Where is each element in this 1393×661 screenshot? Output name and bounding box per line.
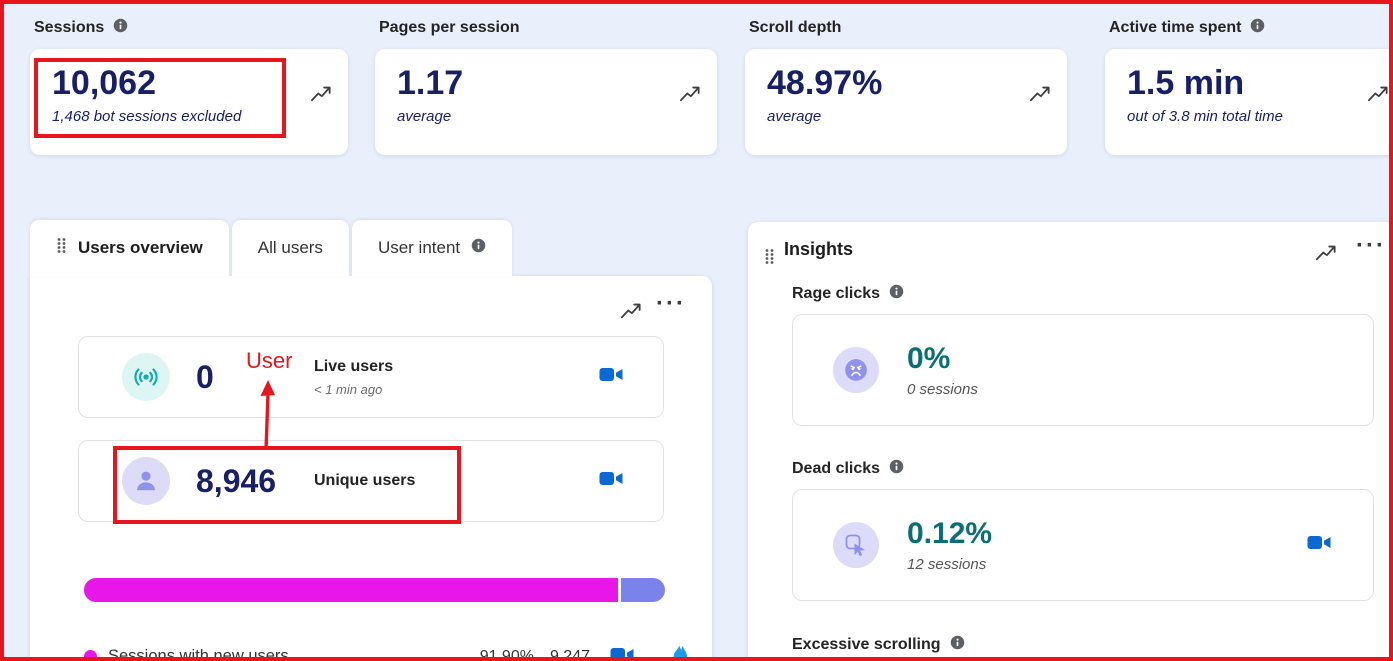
active-time-value: 1.5 min — [1127, 64, 1245, 102]
unique-users-label: Unique users — [314, 472, 416, 489]
info-icon[interactable] — [889, 284, 904, 304]
rage-clicks-label: Rage clicks — [792, 285, 881, 302]
trend-chart-icon[interactable] — [1029, 83, 1051, 108]
tab-label: User intent — [377, 238, 461, 257]
insights-title: Insights — [784, 239, 854, 259]
sessions-card[interactable]: 10,062 1,468 bot sessions excluded — [30, 49, 348, 155]
drag-handle-icon[interactable] — [764, 248, 775, 270]
metric-scroll-depth: Scroll depth 48.97% average — [745, 18, 1067, 155]
rage-clicks-icon — [833, 347, 879, 393]
legend-count: 9,247 — [549, 647, 590, 661]
dead-clicks-stats: 0.12% 12 sessions — [907, 517, 992, 573]
dead-clicks-card: 0.12% 12 sessions — [792, 489, 1374, 601]
scroll-card[interactable]: 48.97% average — [745, 49, 1067, 155]
dead-clicks-value: 0.12% — [907, 517, 993, 550]
active-time-subtitle: out of 3.8 min total time — [1127, 108, 1283, 126]
heatmap-flame-icon[interactable] — [668, 641, 690, 657]
active-time-title: Active time spent — [1109, 19, 1242, 36]
users-tabs: Users overview All users User intent — [30, 220, 513, 276]
scroll-value: 48.97% — [767, 64, 883, 102]
sessions-distribution-bar — [84, 578, 665, 602]
excessive-scrolling-label: Excessive scrolling — [792, 636, 941, 653]
video-recordings-icon[interactable] — [610, 646, 634, 657]
video-recordings-icon[interactable] — [599, 470, 623, 492]
sessions-returning-users-segment — [620, 578, 665, 602]
info-icon[interactable] — [889, 459, 904, 479]
metric-sessions: Sessions 10,062 1,468 bot sessions exclu… — [30, 18, 348, 155]
unique-users-row: 8,946 Unique users — [78, 440, 664, 522]
video-recordings-icon[interactable] — [1307, 534, 1331, 556]
sessions-value: 10,062 — [52, 64, 156, 102]
trend-chart-icon[interactable] — [1315, 242, 1337, 267]
metric-title-row: Scroll depth — [749, 18, 1067, 38]
live-users-row: 0 Live users < 1 min ago — [78, 336, 664, 418]
legend-percent: 91.90% — [479, 647, 534, 661]
users-overview-panel: ··· 0 Live users < 1 min ago 8,946 Uniqu… — [30, 276, 712, 661]
excessive-scrolling-label-row: Excessive scrolling — [792, 635, 965, 655]
magenta-legend-dot — [84, 650, 97, 657]
dead-clicks-sessions: 12 sessions — [907, 556, 987, 573]
tab-users-overview[interactable]: Users overview — [30, 220, 229, 276]
tab-label: Users overview — [78, 238, 203, 257]
tab-user-intent[interactable]: User intent — [351, 220, 513, 276]
tab-all-users[interactable]: All users — [231, 220, 349, 276]
live-users-icon — [122, 353, 170, 401]
active-time-card[interactable]: 1.5 min out of 3.8 min total time — [1105, 49, 1389, 155]
dead-clicks-label: Dead clicks — [792, 460, 881, 477]
sessions-subtitle: 1,468 bot sessions excluded — [52, 108, 242, 126]
tab-label: All users — [257, 238, 323, 257]
info-icon[interactable] — [471, 238, 486, 258]
dead-clicks-label-row: Dead clicks — [792, 459, 904, 479]
unique-users-icon — [122, 457, 170, 505]
rage-clicks-stats: 0% 0 sessions — [907, 342, 978, 398]
live-users-label: Live users — [314, 357, 394, 375]
scroll-subtitle: average — [767, 108, 822, 126]
sessions-new-users-segment — [84, 578, 618, 602]
sessions-legend-row: Sessions with new users 91.90% 9,247 — [84, 641, 690, 661]
more-options-icon[interactable]: ··· — [656, 290, 686, 317]
live-users-value: 0 — [196, 358, 214, 395]
trend-chart-icon[interactable] — [679, 83, 701, 108]
trend-chart-icon[interactable] — [310, 83, 332, 108]
live-users-sublabel: < 1 min ago — [314, 381, 383, 397]
trend-chart-icon[interactable] — [1367, 83, 1389, 108]
video-recordings-icon[interactable] — [599, 366, 623, 388]
info-icon[interactable] — [1250, 18, 1265, 38]
scroll-title: Scroll depth — [749, 19, 842, 36]
pages-value: 1.17 — [397, 64, 464, 102]
more-options-icon[interactable]: ··· — [1356, 232, 1386, 259]
sessions-title: Sessions — [34, 19, 105, 36]
metric-title-row: Pages per session — [379, 18, 717, 38]
unique-users-labels: Unique users — [314, 472, 415, 490]
rage-clicks-sessions: 0 sessions — [907, 381, 978, 398]
pages-subtitle: average — [397, 108, 452, 126]
info-icon[interactable] — [950, 635, 965, 655]
pages-card[interactable]: 1.17 average — [375, 49, 717, 155]
info-icon[interactable] — [113, 18, 128, 38]
unique-users-value: 8,946 — [196, 462, 277, 499]
dead-clicks-icon — [833, 522, 879, 568]
rage-clicks-label-row: Rage clicks — [792, 284, 904, 304]
metric-pages-per-session: Pages per session 1.17 average — [375, 18, 717, 155]
rage-clicks-card: 0% 0 sessions — [792, 314, 1374, 426]
metric-title-row: Sessions — [34, 18, 348, 38]
legend-label: Sessions with new users — [108, 647, 289, 661]
live-users-labels: Live users < 1 min ago — [314, 358, 393, 397]
pages-title: Pages per session — [379, 19, 520, 36]
rage-clicks-value: 0% — [907, 342, 951, 375]
insights-panel: Insights ··· Rage clicks 0% 0 sessions D… — [748, 222, 1389, 657]
drag-handle-icon[interactable] — [56, 237, 67, 259]
trend-chart-icon[interactable] — [620, 300, 642, 325]
metric-title-row: Active time spent — [1109, 18, 1389, 38]
metric-active-time: Active time spent 1.5 min out of 3.8 min… — [1105, 18, 1389, 155]
